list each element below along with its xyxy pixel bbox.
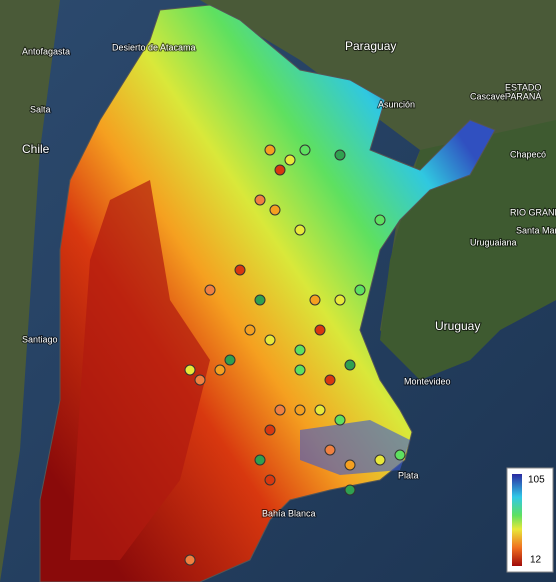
site-marker xyxy=(314,404,326,416)
site-marker xyxy=(334,149,346,161)
site-marker xyxy=(354,284,366,296)
site-marker xyxy=(264,334,276,346)
site-marker xyxy=(374,454,386,466)
place-label: Bahía Blanca xyxy=(262,508,316,518)
site-marker xyxy=(374,214,386,226)
site-marker xyxy=(214,364,226,376)
site-marker xyxy=(294,364,306,376)
site-marker xyxy=(334,414,346,426)
colorbar xyxy=(512,474,522,566)
place-label: Uruguay xyxy=(435,319,480,333)
site-marker xyxy=(254,454,266,466)
site-marker xyxy=(394,449,406,461)
place-label: PARANÁ xyxy=(505,91,541,101)
place-label: ESTADO xyxy=(505,82,541,92)
site-marker xyxy=(264,424,276,436)
place-label: Plata xyxy=(398,470,419,480)
site-marker xyxy=(299,144,311,156)
site-marker xyxy=(294,344,306,356)
site-marker xyxy=(264,474,276,486)
raster-arid xyxy=(70,180,210,560)
site-marker xyxy=(184,364,196,376)
site-marker xyxy=(274,404,286,416)
site-marker xyxy=(334,294,346,306)
place-label: Chapecó xyxy=(510,149,546,159)
site-marker xyxy=(234,264,246,276)
place-label: Desierto de Atacama xyxy=(112,42,196,52)
site-marker xyxy=(254,194,266,206)
site-marker xyxy=(264,144,276,156)
site-marker xyxy=(324,444,336,456)
site-marker xyxy=(324,374,336,386)
place-label: Montevideo xyxy=(404,376,451,386)
place-label: Santiago xyxy=(22,334,58,344)
site-marker xyxy=(194,374,206,386)
place-label: Uruguaiana xyxy=(470,237,517,247)
site-marker xyxy=(204,284,216,296)
site-marker xyxy=(284,154,296,166)
site-marker xyxy=(224,354,236,366)
place-label: Asunción xyxy=(378,99,415,109)
site-marker xyxy=(254,294,266,306)
colorbar-min: 12 xyxy=(530,555,542,566)
colorbar-max: 105 xyxy=(528,475,545,486)
site-marker xyxy=(344,359,356,371)
site-marker xyxy=(294,404,306,416)
site-markers xyxy=(184,144,406,566)
place-label: RIO GRANDE DO SUL xyxy=(510,207,556,217)
place-label: Cascavel xyxy=(470,91,507,101)
site-marker xyxy=(314,324,326,336)
place-label: Chile xyxy=(22,142,50,156)
site-marker xyxy=(244,324,256,336)
place-label: Antofagasta xyxy=(22,46,70,56)
place-label: Santa Maria xyxy=(516,225,556,235)
site-marker xyxy=(274,164,286,176)
place-label: Paraguay xyxy=(345,39,396,53)
site-marker xyxy=(344,459,356,471)
site-marker xyxy=(294,224,306,236)
site-marker xyxy=(309,294,321,306)
place-label: Salta xyxy=(30,104,51,114)
site-marker xyxy=(184,554,196,566)
site-marker xyxy=(344,484,356,496)
site-marker xyxy=(269,204,281,216)
